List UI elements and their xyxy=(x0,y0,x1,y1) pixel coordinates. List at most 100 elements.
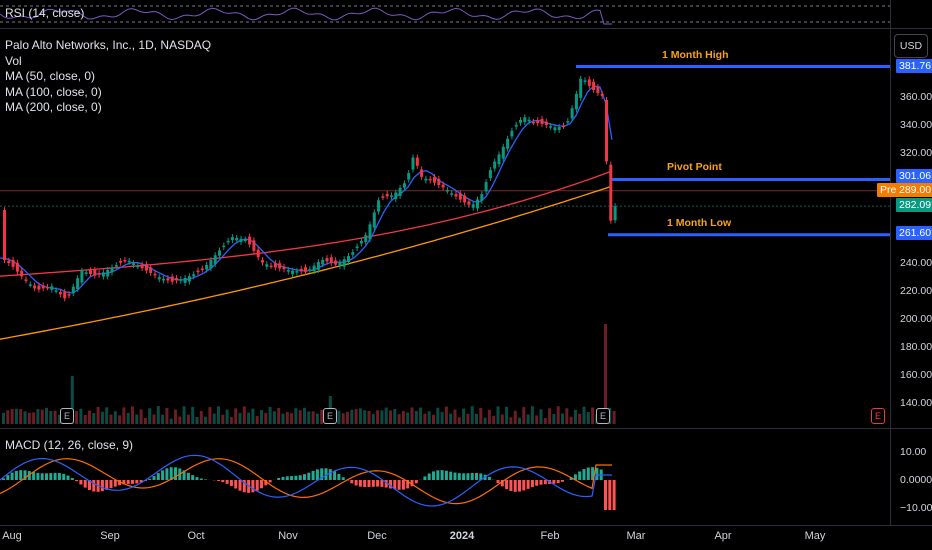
legend-vol[interactable]: Vol xyxy=(5,53,22,68)
earnings-icon[interactable]: E xyxy=(596,408,610,424)
volume-bar xyxy=(169,418,173,424)
currency-button[interactable]: USD xyxy=(894,34,928,58)
macd-hist-bar xyxy=(165,468,169,480)
volume-bar xyxy=(212,413,216,424)
macd-hist-bar xyxy=(169,467,173,480)
price-tick: 160.00 xyxy=(900,369,932,381)
macd-hist-bar xyxy=(556,480,560,484)
earnings-icon[interactable]: E xyxy=(871,408,885,424)
macd-hist-bar xyxy=(389,480,392,489)
macd-hist-bar xyxy=(522,480,526,491)
candle-body xyxy=(334,260,338,265)
volume-bar xyxy=(423,413,427,424)
candle-body xyxy=(467,201,471,205)
symbol-title[interactable]: Palo Alto Networks, Inc., 1D, NASDAQ xyxy=(5,38,212,52)
macd-hist-bar xyxy=(384,480,388,488)
volume-bar xyxy=(509,417,513,424)
macd-pane[interactable]: MACD (12, 26, close, 9) xyxy=(0,429,890,525)
candle-body xyxy=(132,263,135,266)
macd-hist-bar xyxy=(462,473,466,480)
candle-body xyxy=(342,259,346,267)
premarket-price-tag: 289.00 xyxy=(896,183,932,197)
volume-bar xyxy=(376,410,380,424)
volume-bar xyxy=(126,412,130,424)
macd-hist-bar xyxy=(475,472,478,480)
volume-bar xyxy=(466,413,470,424)
pivot-point-label: Pivot Point xyxy=(667,161,722,173)
volume-bar xyxy=(204,416,208,424)
volume-bar xyxy=(444,406,448,424)
macd-hist-bar xyxy=(83,480,87,488)
volume-bar xyxy=(234,408,238,424)
macd-hist-bar xyxy=(573,474,577,480)
macd-line xyxy=(0,454,612,507)
candle-body xyxy=(179,279,183,281)
main-chart-pane[interactable]: Palo Alto Networks, Inc., 1D, NASDAQ Vol… xyxy=(0,28,890,428)
candle-body xyxy=(463,195,467,203)
macd-hist-bar xyxy=(290,476,294,480)
volume-bar xyxy=(251,408,255,424)
candle-body xyxy=(579,78,583,98)
volume-bar xyxy=(27,412,31,424)
rsi-pane[interactable]: RSI (14, close) xyxy=(0,0,890,28)
candle-body xyxy=(243,239,247,242)
macd-hist-bar xyxy=(337,473,341,480)
volume-bar xyxy=(518,417,521,424)
price-chart[interactable] xyxy=(0,28,890,428)
pivot-price-tag: 301.06 xyxy=(896,169,932,183)
volume-bar xyxy=(178,416,182,424)
legend-ma100[interactable]: MA (100, close, 0) xyxy=(5,84,102,99)
price-tick: 360.00 xyxy=(900,91,932,103)
macd-hist-bar xyxy=(543,480,547,485)
macd-hist-bar xyxy=(27,471,31,480)
candle-body xyxy=(553,127,557,131)
legend-ma50[interactable]: MA (50, close, 0) xyxy=(5,69,96,83)
candle-body xyxy=(50,286,54,290)
legend-ma200[interactable]: MA (200, close, 0) xyxy=(5,100,102,114)
volume-bar xyxy=(49,411,53,424)
candle-body xyxy=(41,285,45,289)
candle-body xyxy=(304,267,307,272)
candle-body xyxy=(265,264,269,267)
candle-body xyxy=(450,193,454,195)
macd-hist-bar xyxy=(530,480,534,488)
time-label: Nov xyxy=(278,530,298,542)
macd-hist-bar xyxy=(487,476,491,480)
volume-bar xyxy=(337,410,341,424)
volume-bar xyxy=(397,414,401,424)
volume-bar xyxy=(290,413,294,424)
volume-bar xyxy=(186,414,190,424)
candle-body xyxy=(101,272,105,277)
candle-body xyxy=(46,286,49,289)
macd-hist-bar xyxy=(513,480,517,492)
candle-body xyxy=(557,127,561,130)
candle-body xyxy=(523,117,527,123)
candle-body xyxy=(71,286,75,294)
volume-bar xyxy=(414,411,418,424)
volume-bar xyxy=(238,413,242,424)
macd-hist-bar xyxy=(358,480,362,487)
earnings-icon[interactable]: E xyxy=(323,408,337,424)
volume-bar xyxy=(315,413,319,424)
time-label: Oct xyxy=(187,530,205,542)
candle-body xyxy=(544,121,548,125)
macd-legend[interactable]: MACD (12, 26, close, 9) xyxy=(5,438,134,452)
candle-body xyxy=(28,284,32,286)
candle-body xyxy=(364,235,368,242)
volume-bar xyxy=(535,415,539,424)
candle-body xyxy=(514,124,518,127)
earnings-icon[interactable]: E xyxy=(60,408,74,424)
macd-hist-bar xyxy=(406,480,410,489)
rsi-legend[interactable]: RSI (14, close) xyxy=(5,6,85,20)
volume-bar xyxy=(440,412,444,424)
macd-hist-bar xyxy=(49,473,53,480)
candle-body xyxy=(37,285,41,290)
macd-hist-bar xyxy=(40,473,44,480)
macd-hist-bar xyxy=(612,480,616,510)
candle-body xyxy=(106,269,110,277)
macd-hist-bar xyxy=(195,477,199,480)
macd-hist-bar xyxy=(229,480,233,487)
volume-bar xyxy=(23,411,27,424)
volume-bar xyxy=(14,408,18,424)
candle-body xyxy=(484,182,488,192)
